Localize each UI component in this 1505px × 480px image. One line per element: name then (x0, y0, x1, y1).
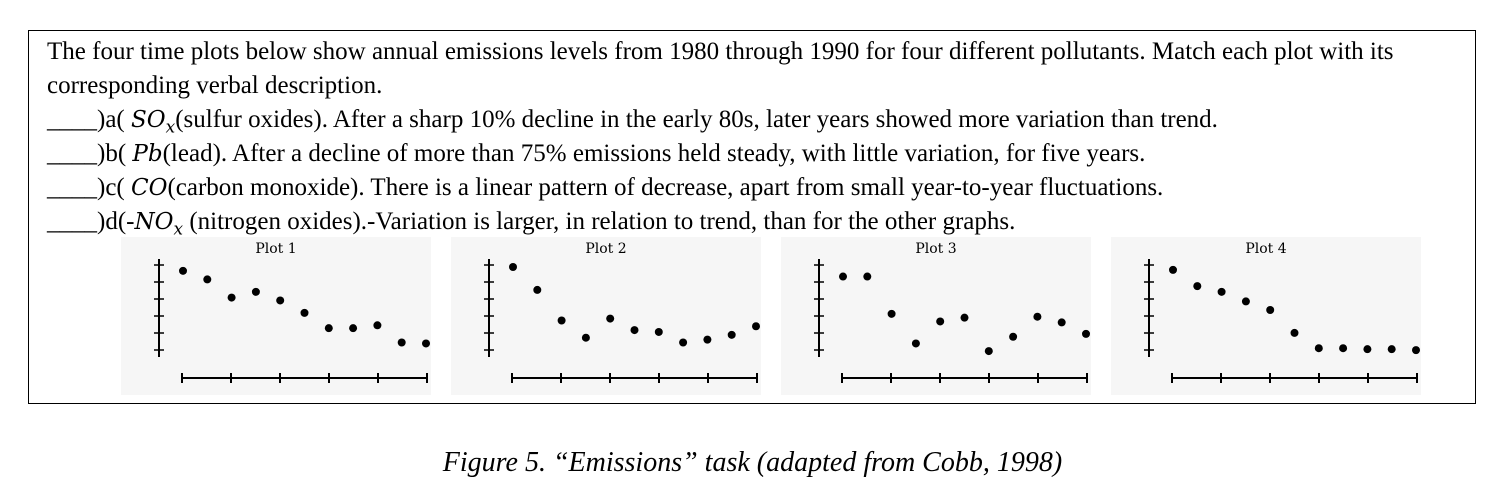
data-point (1193, 282, 1202, 291)
item-c-symbol: CO (131, 175, 168, 201)
data-point (203, 275, 212, 284)
data-point (703, 335, 712, 344)
data-point (1339, 344, 1348, 353)
data-point (251, 287, 260, 296)
item-b-text: (lead). After a decline of more than 75%… (162, 140, 1146, 167)
item-a-prefix: ____)a( (47, 106, 131, 133)
data-point (960, 313, 969, 322)
plot-3-title: Plot 3 (915, 241, 957, 257)
data-point (179, 266, 187, 275)
data-point (1412, 346, 1420, 355)
data-point (397, 338, 406, 347)
data-point (1169, 265, 1177, 274)
plot-4-svg (1144, 259, 1420, 383)
data-point (606, 314, 615, 323)
plot-2: Plot 2 (451, 237, 761, 395)
item-a-text: (sulfur oxides). After a sharp 10% decli… (175, 106, 1218, 133)
item-c-text: (carbon monoxide). There is a linear pat… (167, 174, 1164, 201)
data-point (863, 272, 872, 281)
data-point (581, 333, 590, 342)
data-point (727, 330, 736, 339)
data-point (1387, 345, 1396, 354)
item-c: ____)c( CO(carbon monoxide). There is a … (47, 171, 1163, 205)
data-point (422, 339, 430, 348)
plot-1-svg (154, 259, 430, 383)
item-d-text: (nitrogen oxides).-Variation is larger, … (183, 208, 1016, 235)
data-point (630, 326, 639, 335)
item-d-symbol: NOx (134, 209, 184, 240)
data-point (1057, 318, 1066, 327)
data-point (1266, 306, 1275, 314)
plots-row: Plot 1 Plot 2 Plot 3 Plot 4 (121, 237, 1421, 397)
data-point (887, 309, 896, 318)
data-point (1217, 287, 1226, 296)
data-point (1363, 345, 1372, 354)
data-point (1241, 297, 1250, 306)
data-point (509, 263, 517, 271)
item-b: ____)b( Pb(lead). After a decline of mor… (47, 137, 1145, 171)
data-point (227, 293, 236, 302)
item-d: ____)d(-NOx (nitrogen oxides).-Variation… (47, 205, 1015, 247)
data-point (276, 296, 285, 305)
item-c-prefix: ____)c( (47, 174, 131, 201)
data-point (349, 324, 358, 333)
data-point (533, 285, 542, 294)
data-point (1082, 329, 1090, 338)
data-point (679, 338, 688, 347)
item-a: ____)a( SOx(sulfur oxides). After a shar… (47, 103, 1218, 145)
plot-1-title: Plot 1 (255, 241, 297, 257)
item-d-prefix: ____)d(- (47, 208, 135, 235)
data-point (984, 347, 993, 356)
item-a-symbol: SOx (131, 107, 176, 138)
plot-4-title: Plot 4 (1245, 241, 1287, 257)
plot-2-svg (484, 259, 760, 383)
data-point (373, 321, 382, 330)
item-b-symbol: Pb (132, 141, 163, 167)
task-box: The four time plots below show annual em… (28, 30, 1476, 404)
task-intro: The four time plots below show annual em… (47, 38, 1394, 99)
figure-caption: Figure 5. “Emissions” task (adapted from… (442, 447, 1063, 478)
data-point (324, 324, 333, 333)
plot-3-svg (814, 259, 1090, 383)
data-point (752, 322, 760, 331)
data-point (839, 272, 847, 281)
plot-4: Plot 4 (1111, 237, 1421, 395)
data-point (1009, 332, 1018, 341)
data-point (557, 316, 566, 325)
data-point (911, 339, 920, 348)
item-b-prefix: ____)b( (47, 140, 133, 167)
data-point (1290, 328, 1299, 337)
plot-1: Plot 1 (121, 237, 431, 395)
plot-2-title: Plot 2 (585, 241, 627, 257)
plot-3: Plot 3 (781, 237, 1091, 395)
data-point (1033, 312, 1042, 321)
data-point (1314, 344, 1323, 353)
data-point (300, 308, 309, 317)
data-point (936, 317, 945, 326)
data-point (654, 327, 663, 336)
